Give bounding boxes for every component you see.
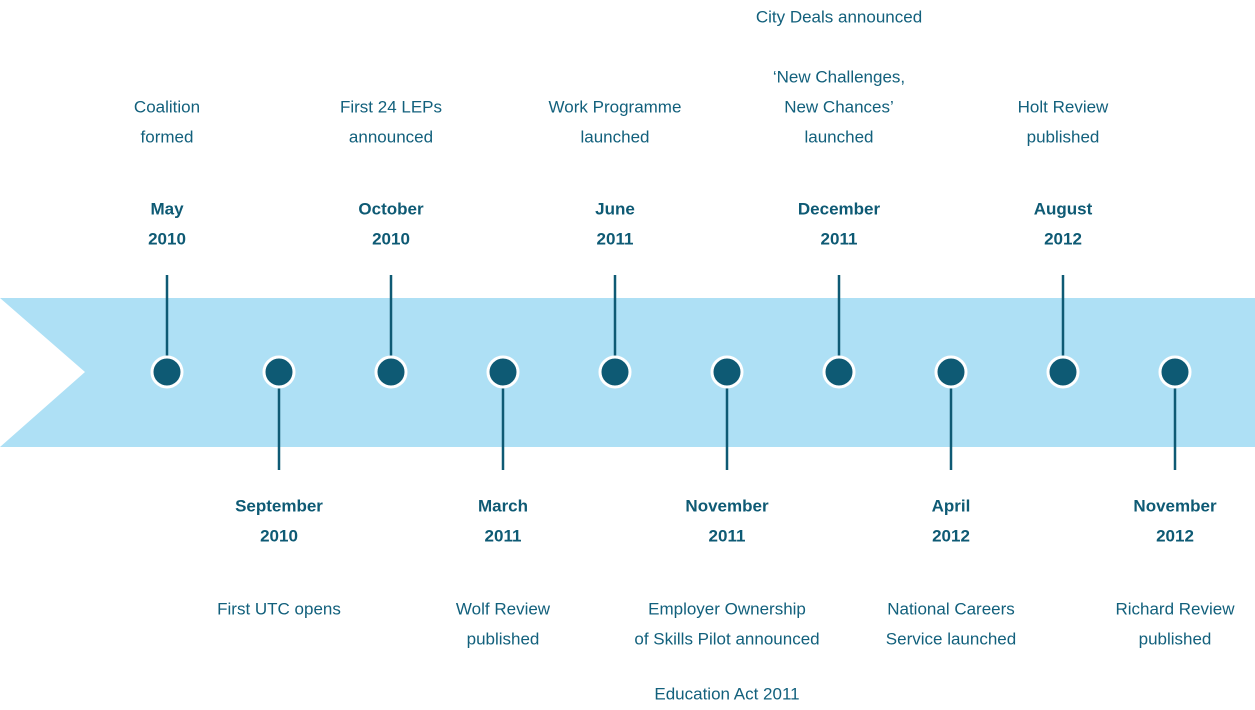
event-dot (598, 355, 632, 389)
event-description: Coalition (134, 97, 200, 116)
event-month: March (478, 496, 528, 515)
event-month: October (358, 199, 424, 218)
event-month: June (595, 199, 635, 218)
event-description: First 24 LEPs (340, 97, 442, 116)
event-year: 2012 (1156, 526, 1194, 545)
event-month: November (685, 496, 769, 515)
event-month: December (798, 199, 881, 218)
event-description: published (1139, 629, 1212, 648)
event-dot (374, 355, 408, 389)
event-description: launched (804, 127, 873, 146)
event-description: New Chances’ (784, 97, 894, 116)
event-description: Work Programme (549, 97, 682, 116)
event-description: ‘New Challenges, (773, 67, 905, 86)
event-dot (150, 355, 184, 389)
event-description: Service launched (886, 629, 1016, 648)
event-description: announced (349, 127, 433, 146)
event-description: Wolf Review (456, 599, 551, 618)
event-description: Employer Ownership (648, 599, 806, 618)
event-year: 2010 (148, 229, 186, 248)
event-description: Richard Review (1115, 599, 1235, 618)
event-dot (1046, 355, 1080, 389)
event-dot (934, 355, 968, 389)
event-description: published (467, 629, 540, 648)
event-description: published (1027, 127, 1100, 146)
event-dot (822, 355, 856, 389)
event-description: formed (141, 127, 194, 146)
event-year: 2011 (709, 526, 746, 545)
event-month: April (932, 496, 971, 515)
event-description: of Skills Pilot announced (634, 629, 819, 648)
event-month: August (1034, 199, 1093, 218)
event-year: 2012 (1044, 229, 1082, 248)
event-dot (1158, 355, 1192, 389)
event-year: 2012 (932, 526, 970, 545)
event-note: City Deals announced (756, 7, 922, 26)
event-month: November (1133, 496, 1217, 515)
event-description: National Careers (887, 599, 1015, 618)
event-dot (710, 355, 744, 389)
event-year: 2011 (597, 229, 634, 248)
event-year: 2011 (821, 229, 858, 248)
event-note: Education Act 2011 (654, 684, 799, 703)
event-month: September (235, 496, 323, 515)
event-description: First UTC opens (217, 599, 341, 618)
event-year: 2010 (260, 526, 298, 545)
event-year: 2011 (485, 526, 522, 545)
event-year: 2010 (372, 229, 410, 248)
event-description: Holt Review (1018, 97, 1109, 116)
event-description: launched (580, 127, 649, 146)
event-dot (262, 355, 296, 389)
event-dot (486, 355, 520, 389)
event-month: May (150, 199, 184, 218)
